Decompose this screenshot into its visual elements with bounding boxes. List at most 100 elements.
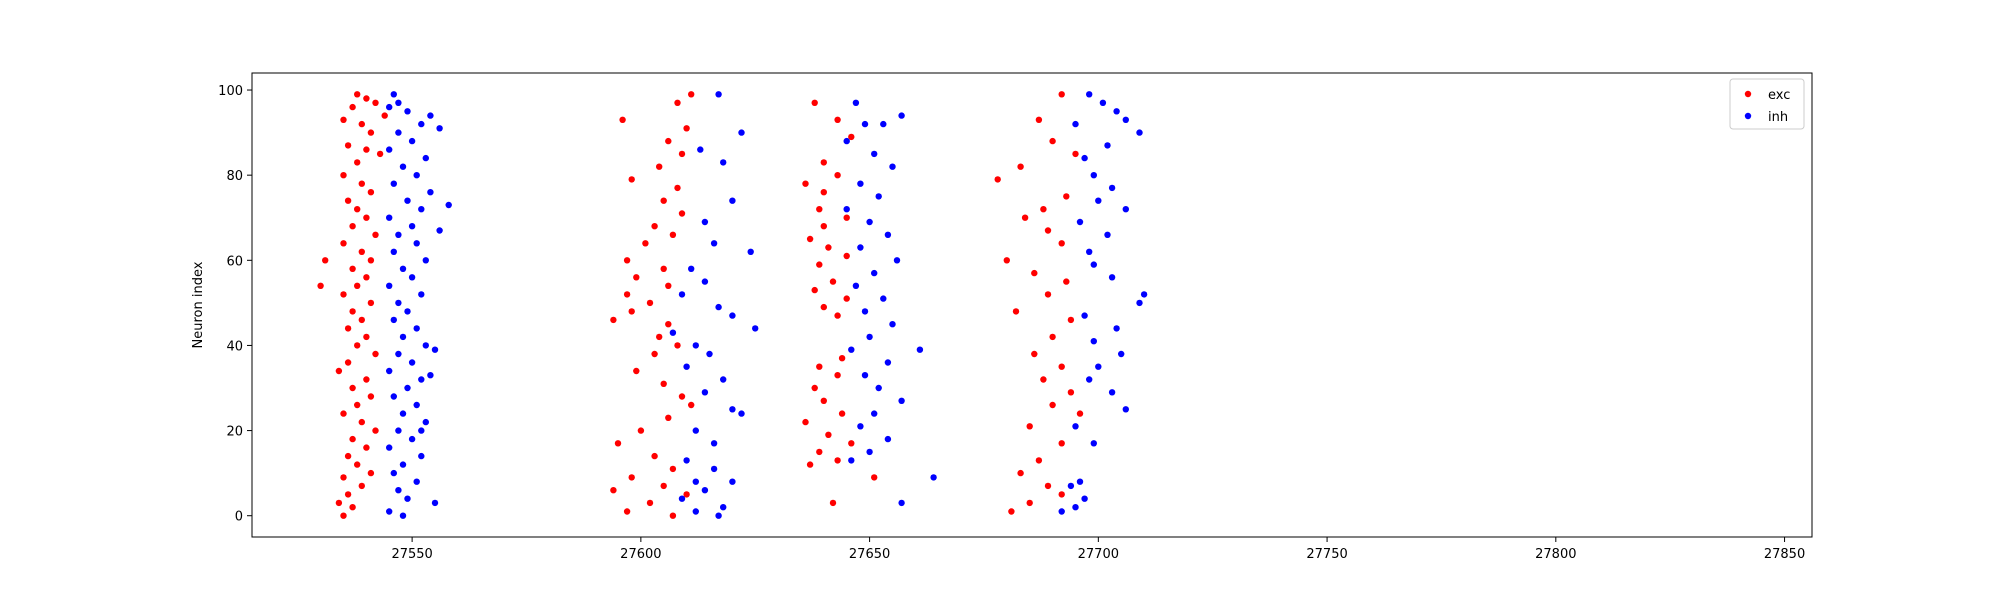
exc-point [820, 397, 827, 404]
inh-point [715, 512, 722, 519]
inh-point [1122, 406, 1130, 413]
inh-point [1095, 363, 1102, 370]
inh-point [1090, 338, 1098, 345]
exc-point [363, 333, 370, 341]
inh-point [884, 231, 892, 238]
inh-point [1072, 504, 1079, 511]
inh-point [408, 137, 416, 145]
inh-point [390, 469, 397, 477]
exc-point [372, 350, 379, 358]
exc-point [829, 499, 837, 507]
inh-point [399, 410, 407, 417]
exc-point [633, 367, 640, 375]
exc-point [367, 469, 375, 477]
exc-point [358, 418, 365, 426]
exc-point [820, 159, 827, 166]
exc-point [1044, 227, 1052, 234]
exc-point [381, 112, 388, 119]
inh-point [386, 282, 393, 289]
inh-point [395, 350, 402, 358]
exc-point [688, 91, 695, 98]
inh-point [390, 316, 397, 324]
inh-point [408, 274, 416, 281]
exc-point [1012, 308, 1020, 315]
inh-point [861, 308, 869, 315]
inh-point [893, 257, 901, 264]
inh-point [852, 282, 860, 289]
exc-point [335, 367, 343, 375]
exc-point [816, 448, 823, 456]
inh-point [1095, 197, 1102, 204]
inh-point [720, 504, 727, 511]
inh-point [413, 325, 420, 332]
inh-point [1090, 440, 1098, 447]
exc-point [623, 291, 631, 298]
inh-point [930, 474, 937, 481]
exc-point [1058, 363, 1065, 370]
exc-point [678, 393, 686, 400]
exc-point [367, 129, 375, 136]
inh-point [692, 342, 699, 349]
inh-point [386, 508, 393, 515]
inh-point [386, 214, 393, 221]
inh-point [390, 180, 397, 187]
exc-point [811, 99, 818, 107]
exc-point [646, 499, 654, 507]
exc-point [660, 265, 667, 272]
inh-point [1140, 291, 1148, 298]
exc-point [358, 316, 365, 324]
inh-point [418, 427, 425, 434]
inh-point [386, 367, 393, 375]
exc-point [363, 274, 370, 281]
exc-point [843, 252, 850, 260]
inh-point [1090, 172, 1098, 179]
inh-point [861, 372, 869, 379]
inh-point [857, 180, 864, 187]
inh-point [692, 478, 699, 485]
exc-point [1031, 350, 1038, 358]
inh-point [701, 487, 709, 494]
inh-point [866, 333, 873, 341]
inh-point [418, 291, 425, 298]
exc-point [816, 261, 823, 268]
inh-point [738, 410, 745, 417]
exc-point [834, 116, 841, 124]
exc-point [834, 457, 841, 464]
exc-point [1044, 482, 1052, 490]
inh-point [871, 410, 878, 417]
inh-point [418, 452, 425, 460]
inh-point [1104, 142, 1111, 149]
inh-point [715, 91, 722, 98]
inh-point [1076, 218, 1084, 226]
x-tick-label: 27550 [391, 547, 432, 562]
inh-point [683, 363, 690, 370]
exc-point [1049, 401, 1056, 409]
inh-point [678, 495, 686, 502]
exc-point [619, 116, 626, 124]
inh-point [413, 478, 420, 485]
inh-point [445, 201, 452, 209]
exc-point [340, 240, 347, 247]
inh-point [692, 508, 699, 515]
exc-point [358, 248, 365, 255]
legend-label-exc: exc [1768, 88, 1790, 103]
exc-point [344, 359, 352, 366]
exc-point [811, 286, 818, 294]
exc-point [669, 231, 677, 238]
exc-point [1044, 291, 1052, 298]
exc-point [358, 180, 365, 187]
exc-point [825, 431, 832, 438]
inh-point [857, 244, 864, 251]
inh-point [701, 389, 709, 396]
exc-point [340, 474, 347, 481]
inh-point [738, 129, 745, 136]
inh-point [1086, 248, 1093, 255]
exc-point [363, 214, 370, 221]
exc-point [1058, 240, 1065, 247]
inh-point [427, 112, 434, 119]
inh-point [747, 248, 754, 255]
inh-point [1113, 108, 1120, 115]
exc-point [1058, 440, 1065, 447]
exc-point [358, 482, 365, 490]
